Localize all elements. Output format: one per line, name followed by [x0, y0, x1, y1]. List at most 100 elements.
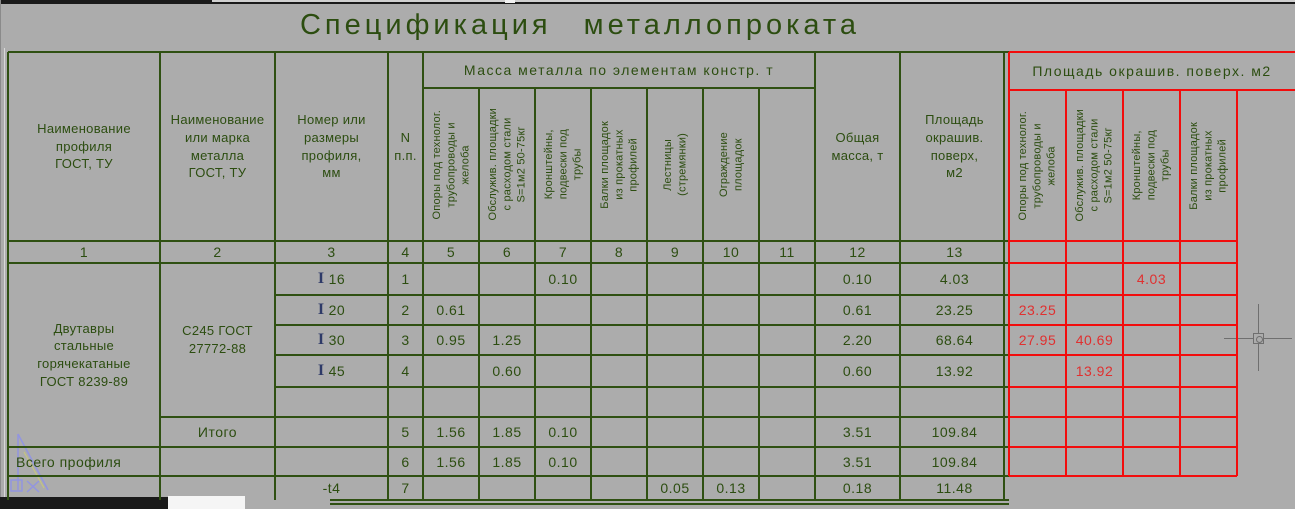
grid-line [8, 262, 1009, 264]
mass-band-header: Масса металла по элементам констр. т [463, 62, 775, 78]
red-rotated-column-header: Балки площадок из прокатных профилей [1180, 90, 1237, 241]
table-cell: 0.10 [548, 271, 578, 287]
rotated-column-header-label: Кронштейны, подвески под трубы [542, 129, 584, 200]
merged-cell-profile-group: Двутавры стальные горячекатаные ГОСТ 823… [37, 320, 131, 389]
grid-line [758, 88, 760, 500]
table-cell: 0.61 [842, 302, 873, 318]
window-edge-left-highlight [4, 48, 5, 498]
grid-line [274, 52, 276, 500]
rotated-column-header-label: Обслужив. площадки с расходом стали S=1м… [486, 108, 528, 221]
grid-line [478, 88, 480, 500]
grid-line [330, 503, 1009, 505]
table-cell: 11.48 [936, 480, 973, 496]
red-grid-line [1009, 89, 1295, 91]
rotated-column-header-label: Ограждение площадок [717, 131, 744, 198]
table-cell: 4 [401, 363, 410, 379]
i-beam-symbol: I [317, 301, 325, 318]
red-table-cell: 13.92 [1075, 363, 1114, 379]
table-cell: 2 [401, 302, 410, 318]
column-number: 13 [946, 244, 963, 260]
red-rotated-column-header: Кронштейны, подвески под трубы [1123, 90, 1180, 241]
i-beam-symbol: I [317, 270, 325, 287]
grid-line [423, 87, 815, 89]
column-number: 12 [849, 244, 866, 260]
rotated-column-header: Балки площадок из прокатных профилей [591, 88, 647, 241]
table-cell: Всего профиля [16, 453, 122, 470]
table-cell: 109.84 [931, 453, 978, 470]
grid-line [159, 52, 161, 500]
column-header-steel-grade: Наименование или марка металла ГОСТ, ТУ [170, 112, 265, 181]
grid-line [7, 52, 9, 500]
grid-line [646, 88, 648, 500]
grid-line [534, 88, 536, 500]
red-rotated-column-header-label: Опоры под технолог. трубопроводы и желоб… [1017, 110, 1058, 221]
red-table-cell: 27.95 [1018, 332, 1057, 348]
merged-cell-steel-grade: С245 ГОСТ 27772-88 [182, 323, 253, 356]
grid-line [8, 240, 1009, 242]
profile-size-value: 30 [328, 332, 346, 348]
red-grid-line [1122, 90, 1124, 476]
table-cell: 13.92 [935, 363, 974, 379]
grid-line [387, 52, 389, 500]
column-header-total-mass: Общая масса, т [831, 129, 884, 163]
table-cell: 3.51 [842, 424, 873, 440]
table-cell: 1.85 [492, 453, 522, 470]
rotated-column-header: Обслужив. площадки с расходом стали S=1м… [479, 88, 535, 241]
red-grid-line [1179, 90, 1181, 476]
rotated-column-header: Ограждение площадок [703, 88, 759, 241]
ucs-icon [10, 433, 49, 493]
column-header-item-number: N п.п. [394, 129, 417, 163]
column-number: 1 [79, 244, 89, 260]
red-rotated-column-header-label: Обслужив. площадки с расходом стали S=1м… [1074, 109, 1115, 222]
table-cell: 0.10 [548, 424, 578, 440]
table-cell: Итого [197, 424, 238, 440]
red-rotated-column-header-label: Балки площадок из прокатных профилей [1188, 121, 1229, 210]
window-edge-left [0, 0, 1, 509]
table-cell: 0.18 [842, 480, 873, 496]
table-cell: 0.60 [842, 363, 873, 379]
red-grid-line [1008, 52, 1010, 476]
rotated-column-header-label: Лестницы (стремянки) [661, 133, 688, 196]
column-number: 8 [614, 244, 624, 260]
grid-line [275, 386, 1009, 388]
rotated-column-header: Кронштейны, подвески под трубы [535, 88, 591, 241]
red-grid-line [1236, 90, 1238, 476]
table-cell: 6 [401, 453, 410, 470]
table-cell: I 20 [275, 295, 388, 325]
red-table-cell: 40.69 [1075, 332, 1114, 348]
table-cell: 4.03 [939, 271, 970, 287]
grid-line [814, 52, 816, 500]
grid-line [275, 324, 1009, 326]
table-cell: -t4 [322, 480, 341, 496]
column-number: 9 [670, 244, 680, 260]
table-cell: I 30 [275, 325, 388, 355]
column-number: 5 [446, 244, 456, 260]
column-header-paint-area: Площадь окрашив. поверх, м2 [925, 112, 984, 181]
grid-line [330, 499, 1009, 501]
grid-line [8, 51, 1009, 53]
column-number: 10 [722, 244, 740, 260]
table-cell: 0.95 [436, 332, 466, 348]
grid-line [275, 354, 1009, 356]
profile-size-value: 20 [328, 302, 346, 318]
table-cell: 0.10 [548, 453, 578, 470]
red-table-cell: 23.25 [1018, 302, 1057, 318]
red-grid-line [1009, 475, 1237, 477]
grid-line [422, 52, 424, 500]
table-cell: 1.25 [492, 332, 522, 348]
red-grid-line [1065, 90, 1067, 476]
table-cell: 0.05 [660, 480, 690, 496]
rotated-column-header-label: Опоры под технолог. трубопроводы и желоб… [430, 109, 472, 220]
grid-line [160, 416, 1009, 418]
table-cell: 109.84 [931, 424, 978, 440]
profile-size-value: 16 [328, 271, 346, 287]
grid-line [8, 446, 1009, 448]
table-cell: 7 [401, 480, 410, 496]
red-grid-line [1009, 51, 1295, 53]
table-cell: I 16 [275, 263, 388, 295]
table-cell: I 45 [275, 355, 388, 387]
red-rotated-column-header: Обслужив. площадки с расходом стали S=1м… [1066, 90, 1123, 241]
table-cell: 68.64 [935, 332, 974, 348]
table-cell: 1 [401, 271, 410, 287]
